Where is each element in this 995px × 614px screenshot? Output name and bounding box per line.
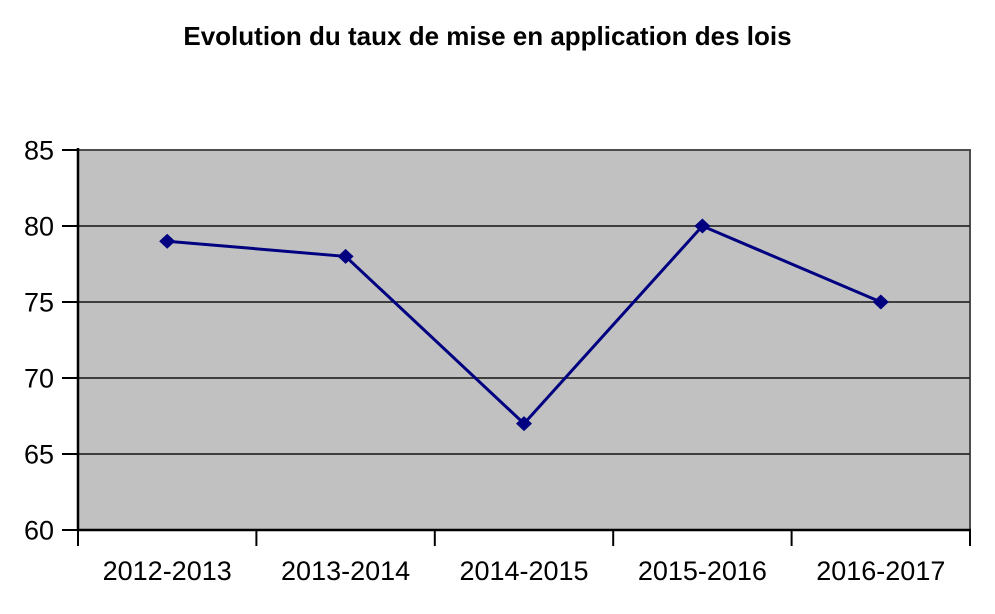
- data-point-marker: [872, 294, 889, 310]
- x-tick-label: 2016-2017: [816, 556, 945, 586]
- y-tick-label: 70: [24, 364, 54, 394]
- plot-area-background: [77, 149, 971, 531]
- data-point-marker: [694, 218, 711, 234]
- y-tick-label: 60: [24, 516, 54, 546]
- x-tick-label: 2015-2016: [638, 556, 767, 586]
- data-point-marker: [337, 248, 354, 264]
- y-tick-label: 85: [24, 136, 54, 166]
- x-tick-label: 2013-2014: [281, 556, 410, 586]
- data-point-marker: [159, 233, 176, 249]
- y-tick-label: 65: [24, 440, 54, 470]
- x-tick-label: 2012-2013: [103, 556, 232, 586]
- chart-title: Evolution du taux de mise en application…: [183, 21, 792, 51]
- y-tick-label: 75: [24, 288, 54, 318]
- y-tick-label: 80: [24, 212, 54, 242]
- data-point-marker: [516, 416, 532, 432]
- x-tick-label: 2014-2015: [459, 556, 588, 586]
